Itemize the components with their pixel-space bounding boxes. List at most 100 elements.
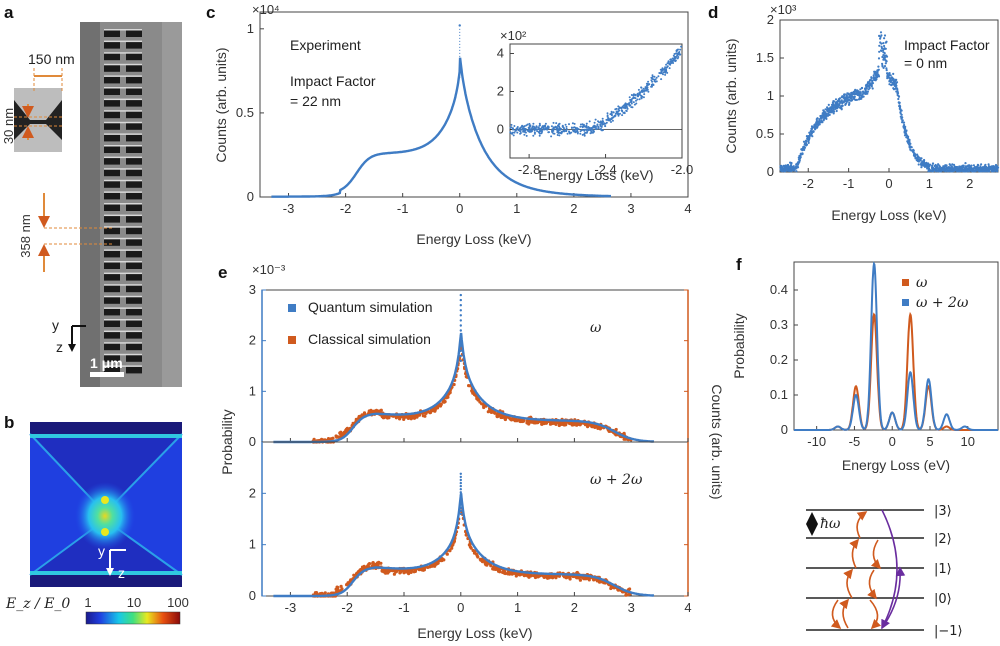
d-point: [835, 109, 838, 113]
c-inset-point: [512, 127, 514, 130]
c-inset-xtick-label: -2.8: [518, 162, 540, 177]
d-point: [985, 165, 988, 168]
c-inset-point: [643, 89, 646, 92]
c-inset-xtick-label: -2.4: [594, 162, 616, 177]
d-point: [801, 152, 804, 155]
c-inset-point: [550, 135, 553, 138]
d-point: [808, 136, 811, 139]
d-point: [905, 136, 908, 139]
d-point: [832, 107, 835, 110]
sem-image: [80, 22, 182, 387]
axes-a: [68, 325, 86, 352]
e-classical-point: [474, 552, 479, 556]
c-inset-point: [550, 125, 553, 128]
d-point: [829, 109, 833, 112]
e-legend-quantum: Quantum simulation: [308, 299, 433, 315]
d-point: [962, 166, 965, 169]
sem-slot-left: [104, 122, 120, 130]
d-point: [810, 127, 814, 130]
d-point: [927, 169, 930, 172]
e-classical-point: [472, 549, 476, 553]
sem-slot-left: [104, 296, 120, 304]
d-point: [894, 80, 897, 83]
sem-inset: [14, 68, 63, 152]
c-inset-point: [640, 86, 643, 89]
sem-slot-right: [126, 354, 142, 362]
c-annot-impact: Impact Factor: [290, 73, 376, 89]
e-subplot-label: ω: [590, 320, 602, 336]
d-point: [891, 81, 894, 84]
c-inset-point: [659, 72, 662, 75]
c-inset-point: [618, 109, 621, 112]
d-point: [781, 169, 784, 172]
c-inset-point: [625, 109, 628, 112]
d-point: [810, 125, 814, 128]
c-inset-point: [640, 96, 643, 99]
c-inset-point: [556, 134, 559, 136]
d-point: [947, 170, 950, 173]
e-classical-point: [590, 425, 595, 429]
chart-e: ×10⁻³ Probability Counts (arb. units) Energ…: [219, 262, 725, 641]
d-point: [793, 168, 796, 171]
chart-f: -10 -5 0 5 10 0 0.1 0.2 0.3 0.4 Energy Loss (eV) Pr…: [731, 261, 999, 473]
axis-y-b: y: [98, 543, 105, 559]
e-classical-point: [563, 421, 567, 425]
d-point: [859, 88, 862, 91]
c-inset-point: [646, 84, 649, 87]
e-classical-point: [386, 571, 390, 575]
level-label: |2⟩: [934, 532, 952, 547]
c-inset-point: [537, 126, 540, 129]
sem-slot-left: [104, 215, 120, 223]
energy-level-diagram: |3⟩ |2⟩ |1⟩ |0⟩ |−1⟩ ħω: [806, 504, 963, 639]
c-inset-point: [581, 125, 584, 128]
d-point: [883, 37, 886, 40]
sem-slot-right: [126, 250, 142, 258]
e-classical-point: [498, 570, 502, 574]
e-xlabel: Energy Loss (keV): [417, 625, 532, 641]
sem-slot-left: [104, 157, 120, 165]
e-classical-point: [369, 410, 373, 414]
d-point: [858, 94, 861, 97]
e-classical-point: [329, 591, 334, 595]
sem-slot-right: [126, 53, 142, 61]
sem-slot-right: [126, 99, 142, 107]
e-classical-point: [503, 571, 507, 576]
d-point: [986, 170, 990, 173]
d-point: [892, 72, 895, 75]
c-inset-point: [604, 125, 607, 127]
e-classical-point: [312, 437, 316, 441]
d-point: [807, 138, 811, 141]
sem-slot-right: [126, 111, 142, 119]
sem-slot-right: [126, 320, 142, 327]
sem-slot-right: [126, 204, 142, 211]
sem-edge: [104, 133, 142, 135]
d-point: [961, 169, 964, 172]
d-point: [870, 77, 873, 80]
e-xtick-label: -1: [398, 600, 410, 615]
e-classical-point: [323, 591, 327, 595]
e-classical-point: [588, 423, 592, 427]
e-classical-point: [493, 411, 497, 415]
c-inset-point: [561, 130, 564, 133]
c-inset-point: [533, 132, 536, 135]
e-classical-point: [513, 417, 517, 421]
level-label: |0⟩: [934, 592, 952, 607]
e-classical-point: [344, 428, 348, 432]
d-point: [968, 170, 971, 173]
d-point: [867, 88, 870, 91]
e-classical-point: [506, 572, 510, 576]
e-classical-point: [428, 565, 432, 569]
c-inset-ymult: ×10²: [500, 28, 527, 43]
c-inset-point: [637, 88, 640, 91]
c-inset-point: [555, 127, 558, 130]
d-point: [970, 169, 973, 172]
d-point: [825, 117, 828, 120]
e-spike-point: [459, 475, 462, 479]
e-classical-point: [451, 542, 455, 547]
d-point: [897, 95, 900, 98]
e-classical-point: [489, 409, 493, 413]
c-inset-point: [519, 130, 522, 133]
c-xtick-label: -3: [283, 201, 295, 216]
c-inset-point: [597, 120, 599, 123]
f-xtick-label: -10: [807, 434, 826, 449]
